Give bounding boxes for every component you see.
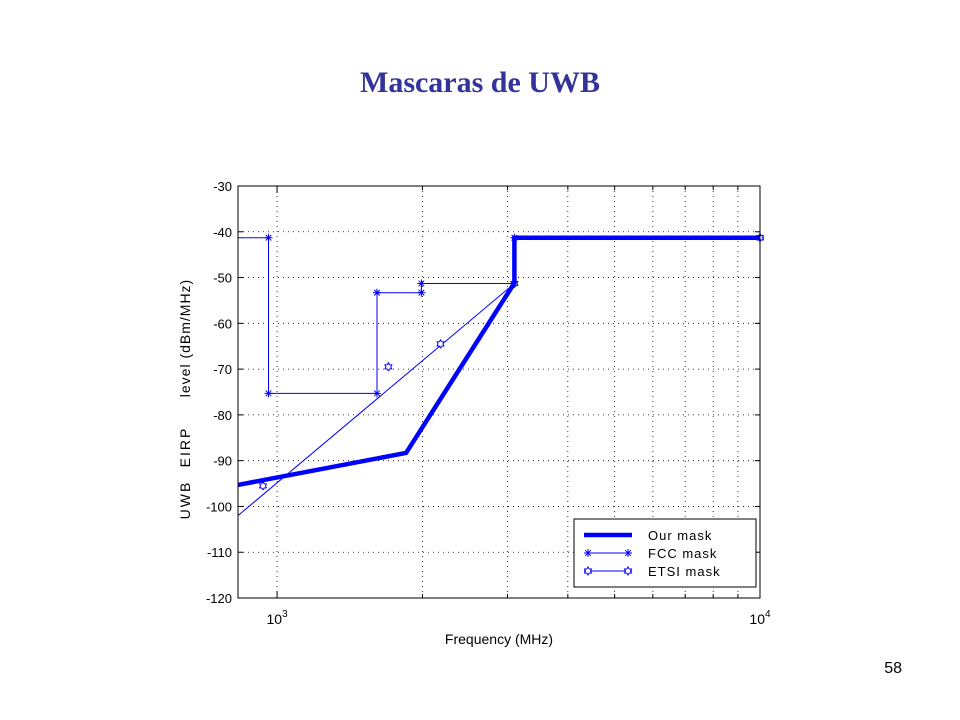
y-axis-label-part: level (dBm/MHz) xyxy=(177,279,193,397)
y-tick-label: -110 xyxy=(207,545,232,560)
hexagram-marker xyxy=(384,361,393,372)
hexagram-marker xyxy=(436,338,445,349)
page-number: 58 xyxy=(884,660,902,677)
legend-item: Our mask xyxy=(584,528,712,543)
y-tick-label: -120 xyxy=(206,591,232,606)
x-tick-label: 104 xyxy=(749,609,771,627)
series-line xyxy=(237,237,760,516)
y-axis-label: UWB EIRP level (dBm/MHz) xyxy=(177,279,193,520)
slide-title: Mascaras de UWB xyxy=(360,66,600,99)
y-axis-label-part: UWB xyxy=(177,481,193,520)
y-tick-label: -80 xyxy=(213,408,232,423)
y-tick-label: -50 xyxy=(213,271,232,286)
star-marker-stroke xyxy=(418,280,425,287)
star-marker-stroke xyxy=(265,234,272,241)
star-marker-stroke xyxy=(265,390,272,397)
star-marker-stroke xyxy=(418,289,425,296)
series-our-mask xyxy=(237,235,760,488)
y-tick-label: -70 xyxy=(213,362,232,377)
legend-label: FCC mask xyxy=(648,546,717,561)
star-marker-stroke xyxy=(373,390,381,397)
x-tick-label: 103 xyxy=(267,609,289,627)
legend-item: FCC mask xyxy=(584,546,717,561)
legend: Our mask FCC mask ETSI mask xyxy=(573,518,757,588)
star-marker-stroke xyxy=(624,549,632,557)
hexagram-marker xyxy=(623,566,633,576)
star-marker-stroke xyxy=(584,549,592,557)
y-tick-label: -40 xyxy=(213,225,232,240)
y-tick-label: -30 xyxy=(213,179,232,194)
y-tick-label: -100 xyxy=(206,499,232,514)
legend-label: Our mask xyxy=(648,528,712,543)
y-tick-label: -60 xyxy=(213,316,232,331)
series-layer xyxy=(237,232,765,516)
star-marker-stroke xyxy=(373,289,381,296)
y-tick-label: -90 xyxy=(213,454,232,469)
y-axis-label-part: EIRP xyxy=(177,427,193,468)
series-etsi-mask xyxy=(237,232,765,516)
x-axis-label: Frequency (MHz) xyxy=(445,631,553,647)
plot-frame xyxy=(237,185,761,599)
axis-ticks: -30 -40 -50 -60 -70 -80 -90 -100 -110 -120 103 104 xyxy=(206,179,771,627)
legend-item: ETSI mask xyxy=(583,564,721,579)
series-fcc-mask xyxy=(238,233,764,398)
hexagram-marker xyxy=(583,566,593,576)
hexagram-marker xyxy=(258,480,268,491)
series-line xyxy=(237,235,760,488)
series-line xyxy=(238,237,760,394)
legend-label: ETSI mask xyxy=(648,564,721,579)
